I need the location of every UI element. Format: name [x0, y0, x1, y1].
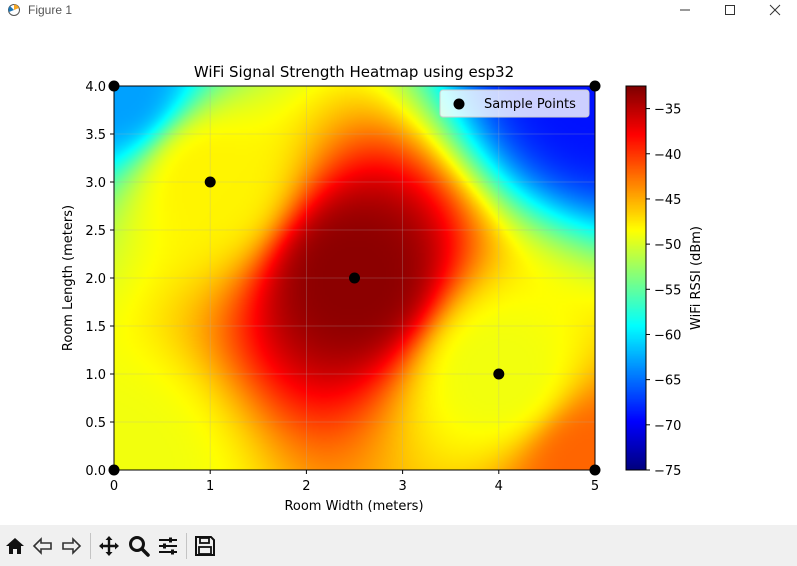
- colorbar-tick-label: −65: [654, 374, 681, 389]
- y-tick-label: 1.5: [85, 320, 106, 335]
- maximize-icon: [725, 5, 735, 15]
- colorbar-tick-label: −45: [654, 193, 681, 208]
- configure-subplots-button[interactable]: [156, 534, 180, 558]
- colorbar-axis: −75 −70 −65 −60 −55 −50 −45 −40 −35: [646, 103, 681, 479]
- maximize-button[interactable]: [707, 0, 753, 20]
- y-axis: 0.0 0.5 1.0 1.5 2.0 2.5 3.0 3.5 4.0: [85, 80, 114, 479]
- y-tick-label: 0.0: [85, 464, 106, 479]
- y-tick-label: 4.0: [85, 80, 106, 95]
- zoom-icon: [129, 536, 150, 557]
- close-button[interactable]: [752, 0, 797, 20]
- heatmap-figure: WiFi Signal Strength Heatmap using esp32…: [61, 63, 704, 514]
- y-tick-label: 2.5: [85, 224, 106, 239]
- colorbar-tick-label: −70: [654, 419, 681, 434]
- matplotlib-app-icon: [8, 4, 20, 16]
- sample-point: [108, 80, 120, 92]
- y-tick-label: 2.0: [85, 272, 106, 287]
- x-axis: 0 1 2 3 4 5: [110, 470, 599, 494]
- y-axis-label: Room Length (meters): [61, 205, 76, 351]
- sample-point: [493, 368, 505, 380]
- sample-points: [108, 80, 601, 476]
- zoom-button[interactable]: [127, 534, 151, 558]
- colorbar-frame: [625, 85, 647, 471]
- toolbar-separator: [186, 533, 187, 559]
- configure-subplots-icon: [159, 537, 177, 555]
- sample-point: [589, 464, 601, 476]
- colorbar-tick-label: −55: [654, 283, 681, 298]
- sample-point: [108, 464, 120, 476]
- home-button[interactable]: [3, 534, 27, 558]
- back-button[interactable]: [31, 534, 55, 558]
- colorbar-tick-label: −75: [654, 464, 681, 479]
- legend-label: Sample Points: [484, 97, 576, 112]
- minimize-button[interactable]: [662, 0, 708, 20]
- x-tick-label: 5: [591, 479, 599, 494]
- y-tick-label: 0.5: [85, 416, 106, 431]
- save-button[interactable]: [193, 534, 217, 558]
- colorbar-tick-label: −60: [654, 328, 681, 343]
- y-tick-label: 3.5: [85, 128, 106, 143]
- colorbar-label: WiFi RSSI (dBm): [689, 226, 704, 330]
- navigation-toolbar: [0, 525, 797, 566]
- home-icon: [6, 538, 24, 554]
- forward-icon: [62, 537, 82, 555]
- x-tick-label: 1: [206, 479, 214, 494]
- colorbar-tick-label: −40: [654, 148, 681, 163]
- colorbar-tick-label: −35: [654, 103, 681, 118]
- x-tick-label: 2: [302, 479, 310, 494]
- save-icon: [195, 536, 215, 556]
- sample-point: [589, 80, 601, 92]
- x-tick-label: 3: [398, 479, 406, 494]
- forward-button[interactable]: [59, 534, 83, 558]
- colorbar-gradient: [626, 86, 646, 470]
- y-tick-label: 3.0: [85, 176, 106, 191]
- sample-point: [204, 176, 216, 188]
- pan-icon: [99, 536, 119, 556]
- x-tick-label: 4: [495, 479, 503, 494]
- figure-canvas[interactable]: WiFi Signal Strength Heatmap using esp32…: [0, 20, 797, 525]
- x-axis-label: Room Width (meters): [284, 499, 423, 514]
- back-icon: [32, 537, 52, 555]
- x-tick-label: 0: [110, 479, 118, 494]
- grid-lines: [113, 85, 596, 471]
- y-tick-label: 1.0: [85, 368, 106, 383]
- legend-marker: [453, 98, 465, 110]
- colorbar-tick-label: −50: [654, 238, 681, 253]
- close-icon: [769, 4, 781, 16]
- sample-point: [349, 272, 360, 284]
- legend-box: [439, 89, 590, 118]
- chart-title: WiFi Signal Strength Heatmap using esp32: [194, 63, 514, 81]
- minimize-icon: [680, 9, 690, 11]
- window-title: Figure 1: [28, 3, 73, 17]
- pan-button[interactable]: [97, 534, 121, 558]
- legend: Sample Points: [439, 89, 590, 118]
- title-bar: Figure 1: [0, 0, 797, 20]
- toolbar-separator: [90, 533, 91, 559]
